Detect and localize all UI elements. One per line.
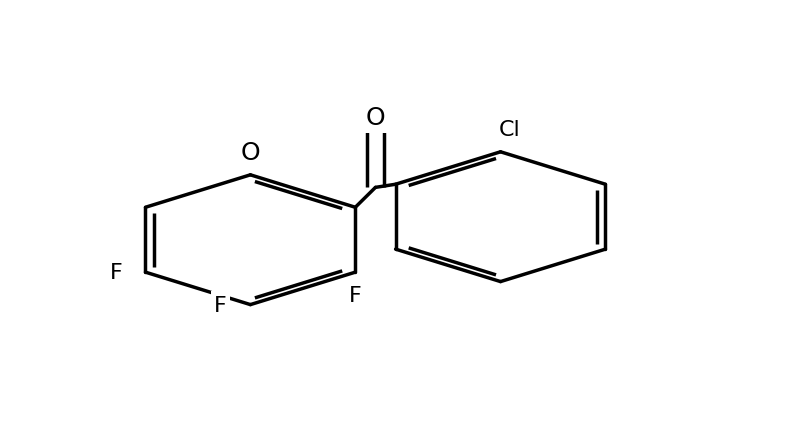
Text: O: O [366, 106, 386, 130]
Text: F: F [214, 295, 227, 315]
Text: O: O [241, 141, 260, 164]
Text: F: F [109, 262, 122, 282]
Text: F: F [349, 285, 362, 305]
Text: Cl: Cl [499, 119, 521, 139]
